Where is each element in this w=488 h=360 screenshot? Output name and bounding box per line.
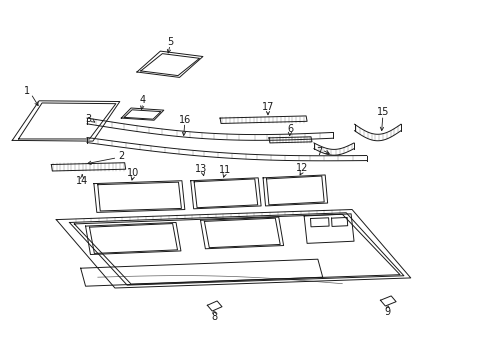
Text: 14: 14 [76,176,88,186]
Text: 17: 17 [261,102,274,112]
Text: 12: 12 [295,163,308,173]
Polygon shape [310,218,328,227]
Polygon shape [56,210,410,288]
Text: 2: 2 [118,150,124,161]
Text: 16: 16 [178,114,191,125]
Polygon shape [121,108,163,120]
Polygon shape [85,222,181,255]
Polygon shape [331,217,347,226]
Polygon shape [268,137,311,143]
Polygon shape [263,175,327,206]
Polygon shape [380,296,395,306]
Text: 13: 13 [195,164,207,174]
Polygon shape [207,301,222,311]
Polygon shape [51,163,125,171]
Text: 10: 10 [126,168,139,178]
Polygon shape [137,51,203,77]
Polygon shape [190,178,261,209]
Text: 5: 5 [167,37,173,47]
Text: 1: 1 [24,86,30,96]
Text: 7: 7 [315,147,321,157]
Text: 6: 6 [286,123,292,134]
Text: 3: 3 [85,114,91,124]
Polygon shape [220,116,306,123]
Text: 9: 9 [384,307,390,317]
Polygon shape [12,101,120,141]
Text: 8: 8 [211,312,217,322]
Text: 4: 4 [140,95,145,105]
Polygon shape [304,214,353,243]
Polygon shape [200,217,283,249]
Text: 11: 11 [218,165,231,175]
Polygon shape [94,181,184,212]
Text: 15: 15 [376,107,388,117]
